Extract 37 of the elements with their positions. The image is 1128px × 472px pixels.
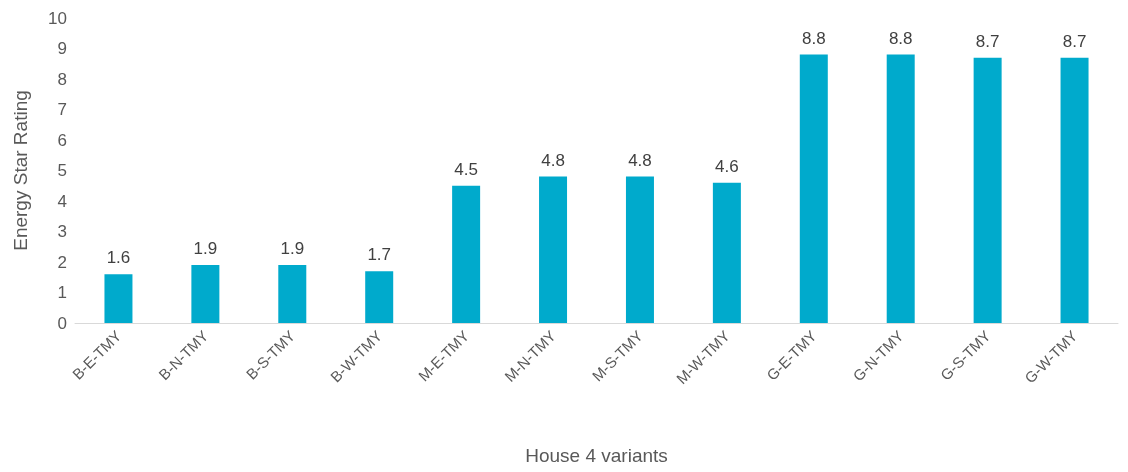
bar <box>278 265 307 323</box>
y-tick-label: 4 <box>57 191 67 211</box>
y-axis-title: Energy Star Rating <box>10 90 31 251</box>
bar <box>973 57 1002 323</box>
data-label: 1.7 <box>367 245 392 265</box>
bar <box>452 185 481 323</box>
y-tick-label: 6 <box>57 130 67 150</box>
y-tick-label: 7 <box>57 100 67 119</box>
y-tick-label: 8 <box>57 69 67 89</box>
data-label: 4.8 <box>628 150 652 170</box>
bar <box>365 271 394 323</box>
y-tick-label: 1 <box>57 283 67 302</box>
data-label: 4.5 <box>454 159 478 179</box>
data-label: 1.9 <box>280 239 305 259</box>
bar <box>886 54 915 323</box>
data-label: 8.8 <box>888 28 913 48</box>
bar <box>1060 57 1089 323</box>
bar <box>539 176 568 323</box>
y-tick-label: 9 <box>57 39 67 58</box>
data-label: 1.9 <box>193 239 218 259</box>
x-axis-title: House 4 variants <box>525 445 668 466</box>
y-tick-label: 5 <box>57 161 67 180</box>
data-label: 8.8 <box>801 28 826 48</box>
bar <box>104 274 133 323</box>
data-label: 8.7 <box>975 31 1000 51</box>
data-label: 4.8 <box>541 150 565 170</box>
y-tick-label: 10 <box>48 8 67 28</box>
bar <box>625 176 654 323</box>
bar <box>799 54 828 323</box>
data-label: 4.6 <box>715 156 739 176</box>
y-tick-label: 0 <box>57 313 67 333</box>
data-label: 1.6 <box>106 248 131 268</box>
y-tick-label: 3 <box>57 222 67 241</box>
bar <box>191 265 220 323</box>
y-tick-label: 2 <box>57 252 67 272</box>
data-label: 8.7 <box>1062 31 1087 51</box>
bar <box>712 182 741 323</box>
